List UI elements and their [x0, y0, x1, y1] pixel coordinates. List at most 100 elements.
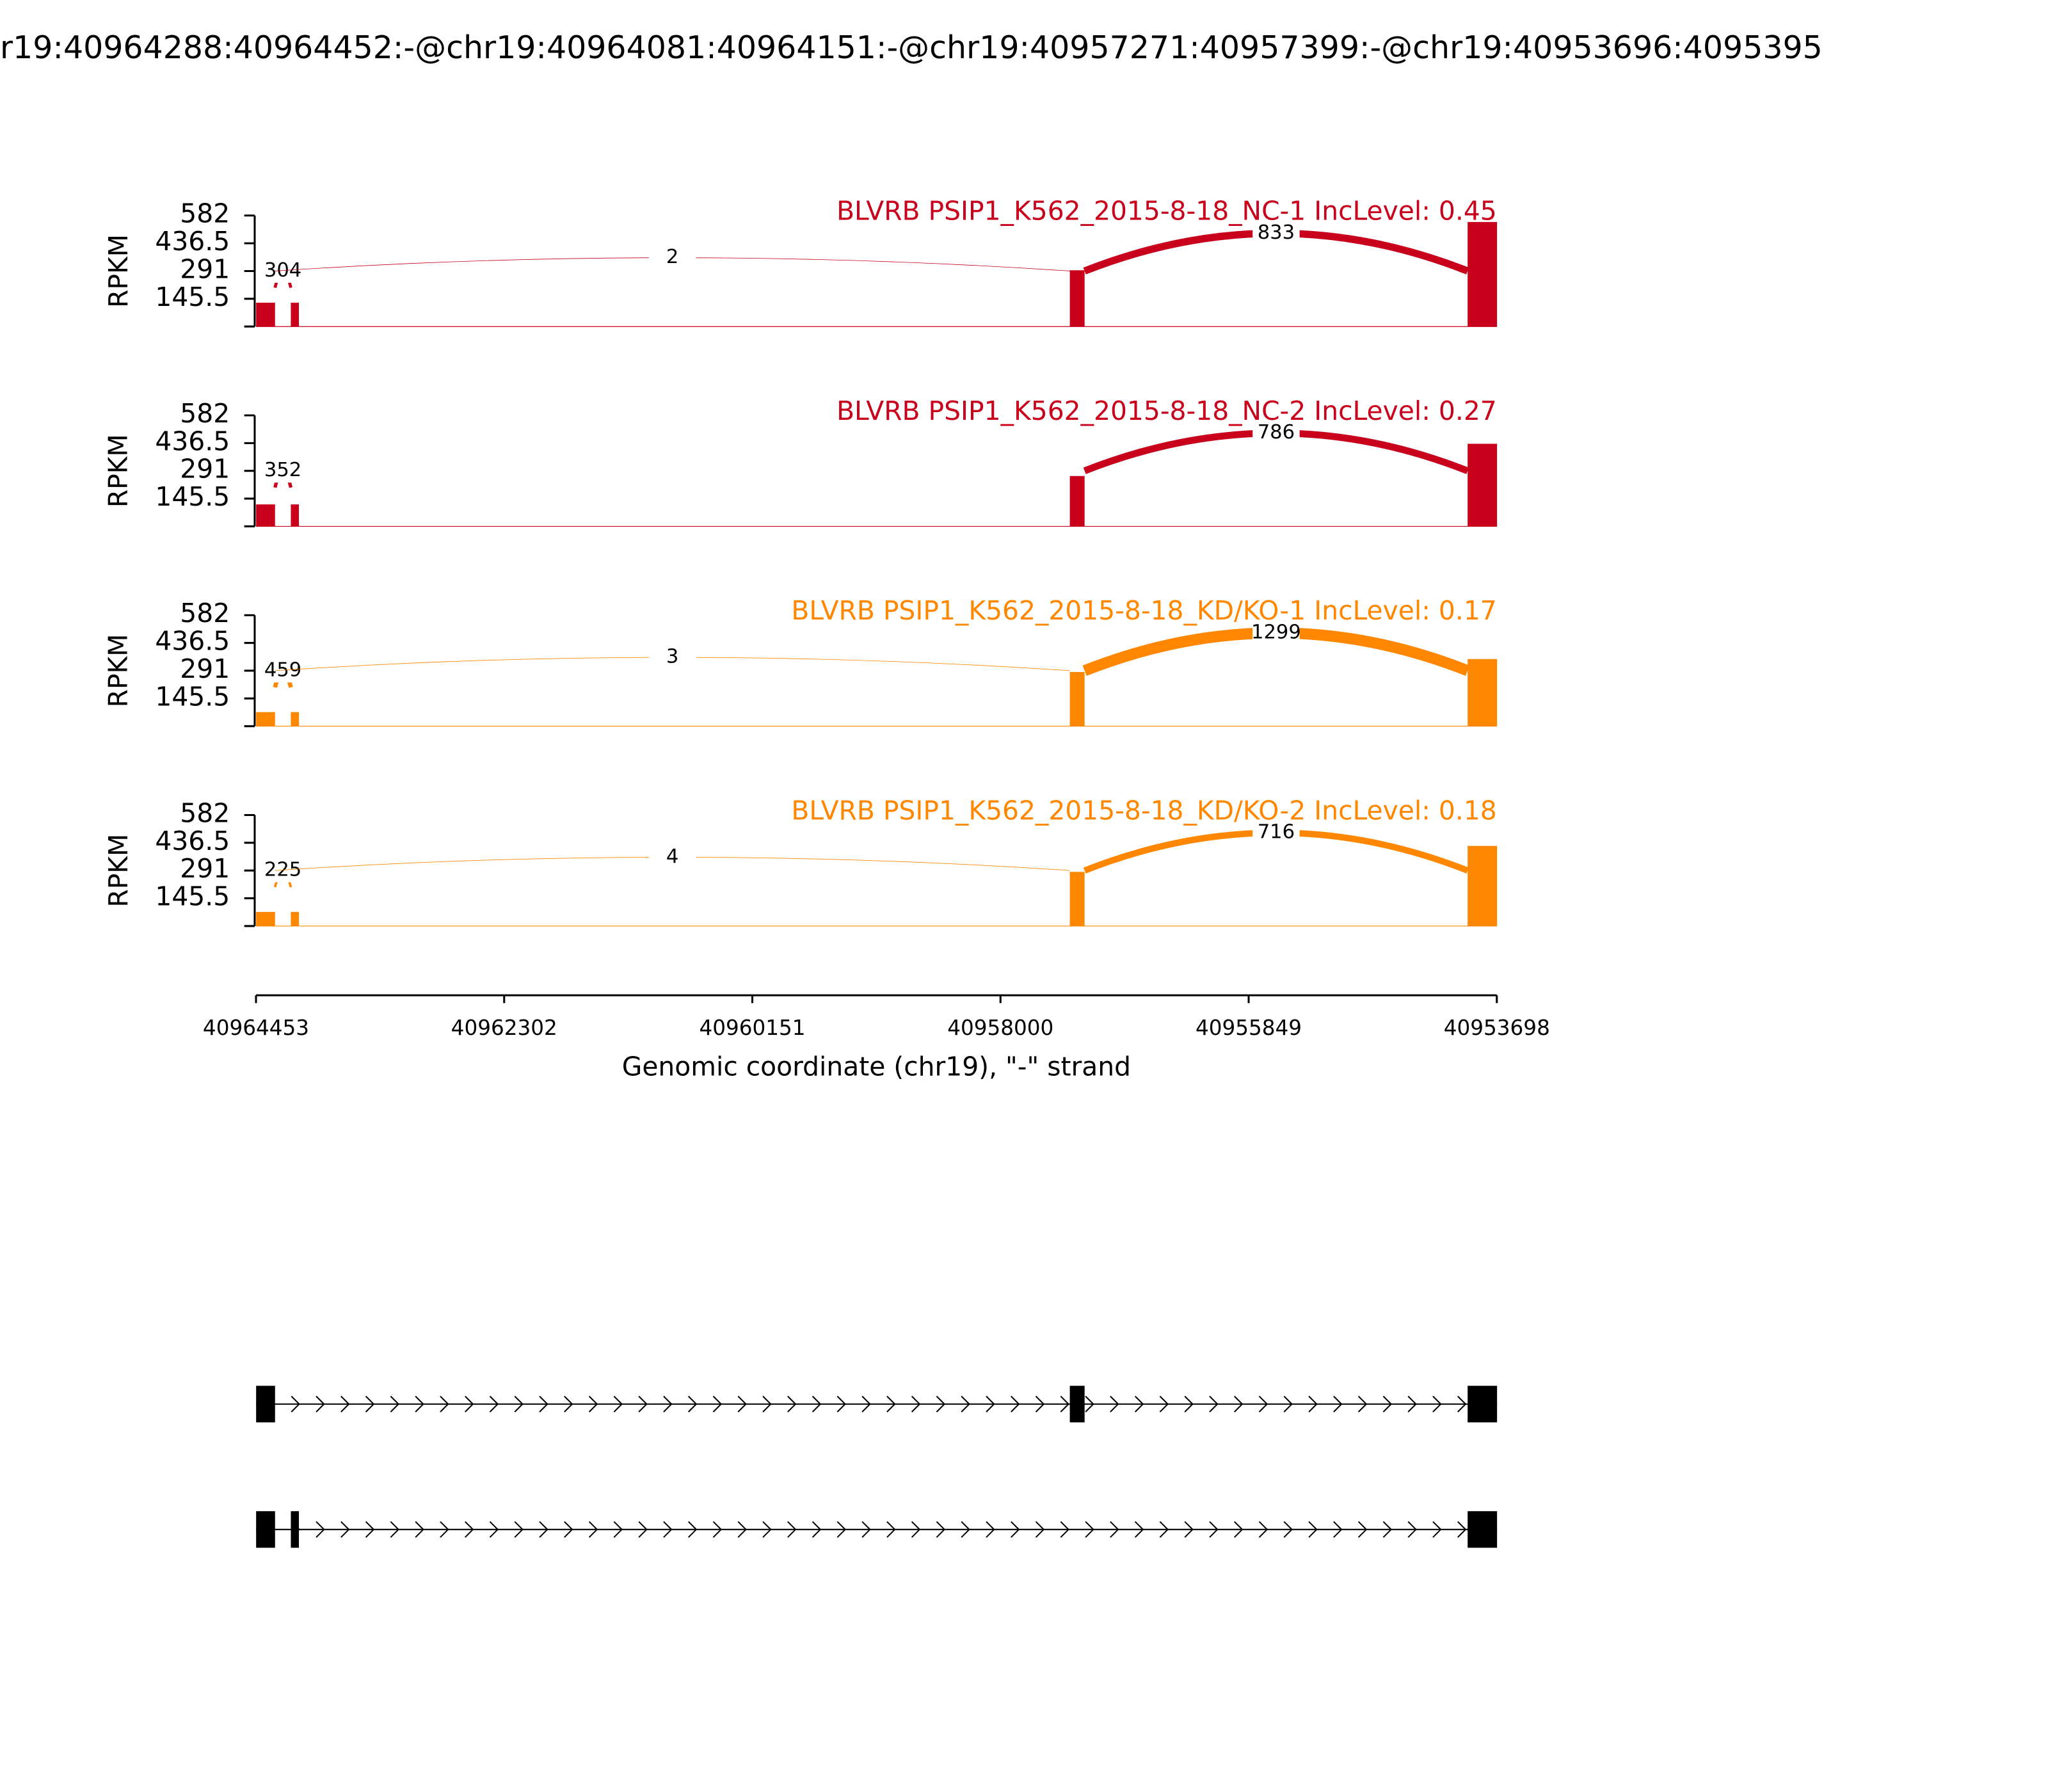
strand-chevron — [812, 1395, 822, 1412]
y-axis-label: RPKM — [103, 434, 134, 508]
coverage-bar — [1468, 444, 1498, 527]
strand-chevron — [340, 1521, 350, 1538]
y-tick-label: 436.5 — [155, 626, 230, 657]
strand-chevron — [1258, 1521, 1268, 1538]
coverage-bar — [256, 712, 275, 726]
strand-chevron — [1382, 1521, 1393, 1538]
strand-chevron — [836, 1521, 847, 1538]
strand-chevron — [415, 1521, 424, 1538]
junction-label: 4 — [666, 845, 678, 868]
y-axis-label: RPKM — [103, 234, 134, 308]
coverage-bar — [1468, 845, 1498, 926]
strand-chevron — [737, 1395, 747, 1412]
coverage-bar — [1069, 270, 1085, 327]
strand-chevron — [638, 1521, 648, 1538]
strand-chevron — [1407, 1521, 1417, 1538]
strand-chevron — [886, 1395, 896, 1412]
strand-chevron — [961, 1521, 970, 1538]
x-tick-label: 40960151 — [699, 1016, 805, 1040]
strand-chevron — [1011, 1521, 1020, 1538]
y-tick-label: 145.5 — [155, 481, 230, 512]
strand-chevron — [390, 1395, 400, 1412]
strand-chevron — [1134, 1395, 1144, 1412]
coverage-bar — [1468, 221, 1498, 327]
strand-chevron — [415, 1395, 424, 1412]
coverage-bar — [291, 712, 300, 726]
strand-chevron — [1432, 1521, 1442, 1538]
strand-chevron — [1457, 1395, 1467, 1412]
chart-title: r19:40964288:40964452:-@chr19:40964081:4… — [0, 29, 1823, 66]
strand-chevron — [1060, 1521, 1070, 1538]
strand-chevron — [961, 1395, 970, 1412]
coverage-bar — [256, 302, 275, 327]
junction-label: 3 — [666, 646, 678, 668]
strand-chevron — [861, 1521, 871, 1538]
strand-chevron — [1060, 1395, 1070, 1412]
junction-label: 716 — [1258, 821, 1295, 844]
strand-chevron — [836, 1395, 847, 1412]
strand-chevron — [663, 1521, 673, 1538]
strand-chevron — [514, 1395, 524, 1412]
strand-chevron — [390, 1521, 400, 1538]
strand-chevron — [316, 1395, 325, 1412]
strand-chevron — [1283, 1521, 1293, 1538]
strand-chevron — [1209, 1521, 1219, 1538]
y-axis-label: RPKM — [103, 834, 134, 908]
strand-chevron — [489, 1395, 499, 1412]
strand-chevron — [986, 1395, 995, 1412]
strand-chevron — [812, 1521, 822, 1538]
junction-label-bg — [648, 845, 696, 869]
strand-chevron — [1234, 1395, 1244, 1412]
y-tick-label: 436.5 — [155, 426, 230, 456]
y-tick-label: 436.5 — [155, 226, 230, 257]
strand-chevron — [1382, 1395, 1393, 1412]
strand-chevron — [588, 1521, 598, 1538]
strand-chevron — [1308, 1395, 1318, 1412]
coverage-bar — [291, 504, 300, 527]
junction-label-bg — [1252, 421, 1300, 445]
y-tick-label: 582 — [180, 198, 230, 229]
y-tick-label: 291 — [180, 653, 230, 684]
junction-label-bg — [259, 858, 307, 883]
strand-chevron — [911, 1395, 921, 1412]
strand-chevron — [514, 1521, 524, 1538]
strand-chevron — [1234, 1521, 1244, 1538]
strand-chevron — [762, 1521, 772, 1538]
y-tick-label: 291 — [180, 253, 230, 284]
strand-chevron — [588, 1395, 598, 1412]
junction-label-bg — [259, 459, 307, 483]
strand-chevron — [861, 1395, 871, 1412]
strand-chevron — [1357, 1521, 1368, 1538]
exon — [1468, 1386, 1498, 1423]
x-tick-label: 40962302 — [451, 1016, 557, 1040]
strand-chevron — [737, 1521, 747, 1538]
strand-chevron — [539, 1521, 548, 1538]
strand-chevron — [564, 1395, 573, 1412]
strand-chevron — [564, 1521, 573, 1538]
x-tick-label: 40953698 — [1444, 1016, 1550, 1040]
strand-chevron — [1209, 1395, 1219, 1412]
strand-chevron — [787, 1395, 797, 1412]
strand-chevron — [365, 1395, 375, 1412]
strand-chevron — [936, 1521, 946, 1538]
junction-label: 352 — [264, 459, 301, 481]
y-axis-label: RPKM — [103, 634, 134, 708]
coverage-bar — [1069, 476, 1085, 527]
strand-chevron — [1258, 1395, 1268, 1412]
strand-chevron — [1085, 1395, 1094, 1412]
coverage-bar — [256, 911, 275, 926]
strand-chevron — [365, 1521, 375, 1538]
strand-chevron — [663, 1395, 673, 1412]
junction-label: 786 — [1258, 421, 1295, 444]
junction-label-bg — [1252, 621, 1300, 645]
strand-chevron — [911, 1521, 921, 1538]
strand-chevron — [1134, 1521, 1144, 1538]
strand-chevron — [1333, 1521, 1343, 1538]
strand-chevron — [1085, 1521, 1094, 1538]
strand-chevron — [638, 1395, 648, 1412]
strand-chevron — [613, 1395, 623, 1412]
strand-chevron — [1159, 1521, 1169, 1538]
junction-label: 2 — [666, 246, 678, 268]
